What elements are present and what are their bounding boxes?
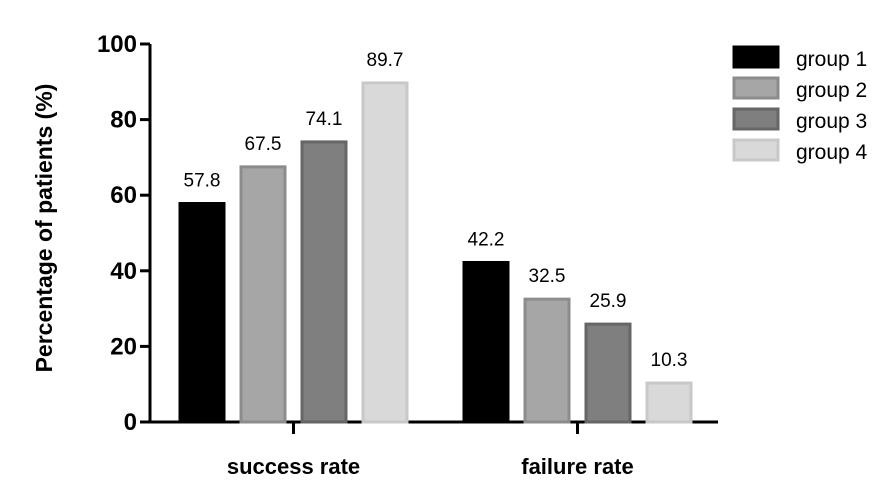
y-tick-label: 80 [110,107,137,134]
legend-swatch [732,76,780,100]
data-label: 10.3 [651,350,688,371]
y-axis-title: Percentage of patients (%) [31,84,57,373]
data-label: 42.2 [468,229,505,250]
bar-group-3-success-rate [300,140,348,424]
data-label: 67.5 [245,134,282,155]
x-axis: success rate failure rate [150,420,718,479]
bars [178,81,693,424]
bar-group-4-success-rate [361,81,409,424]
legend-swatch [732,138,780,162]
bar-group-2-failure-rate [523,297,571,424]
legend-swatch [732,107,780,131]
data-labels: 57.8 67.5 74.1 89.7 42.2 32.5 25.9 10.3 [184,50,688,371]
data-label: 57.8 [184,171,221,192]
x-category-label: failure rate [521,454,634,479]
data-label: 89.7 [367,50,404,71]
bar-group-2-success-rate [239,165,287,424]
y-tick-label: 20 [110,333,137,360]
legend-label: group 2 [796,79,867,102]
bar-group-3-failure-rate [584,322,632,424]
legend-swatch [732,45,780,69]
legend-label: group 3 [796,110,867,133]
legend-label: group 4 [796,141,868,164]
y-tick-label: 0 [124,409,137,436]
y-tick-label: 100 [97,31,137,58]
bar-group-1-failure-rate [462,260,510,424]
y-tick-label: 40 [110,258,137,285]
data-label: 32.5 [529,266,566,287]
data-label: 74.1 [306,109,343,130]
legend-label: group 1 [796,48,867,71]
y-axis: 0 20 40 60 80 100 [97,31,152,436]
y-tick-label: 60 [110,182,137,209]
x-category-label: success rate [227,454,360,479]
bar-group-1-success-rate [178,202,226,424]
bar-group-4-failure-rate [645,381,693,424]
legend: group 1 group 2 group 3 group 4 [732,45,868,164]
data-label: 25.9 [590,291,627,312]
